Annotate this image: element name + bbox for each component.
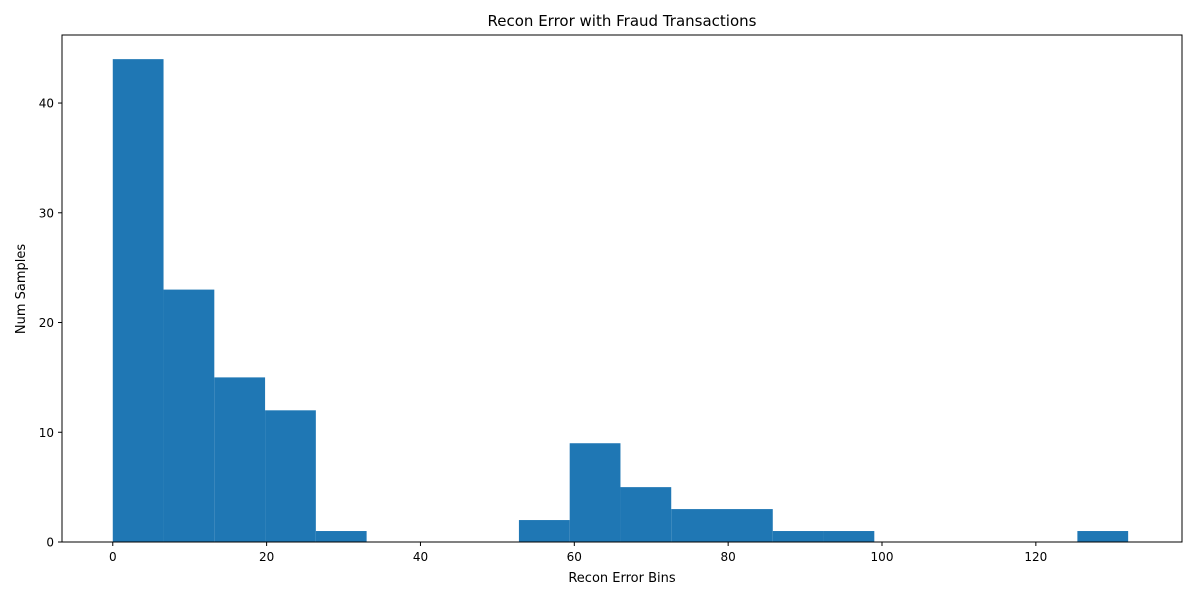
y-axis-ticks: 0 10 20 30 40 — [39, 97, 62, 550]
plot-frame — [61, 34, 1183, 543]
x-tick-label-0: 0 — [109, 550, 117, 564]
histogram-bar-8 — [518, 520, 570, 542]
y-tick-label-3: 30 — [39, 206, 54, 220]
histogram-bars — [112, 59, 1129, 543]
x-tick-label-2: 40 — [413, 550, 428, 564]
histogram-bar-2 — [214, 377, 266, 542]
histogram-bar-3 — [265, 410, 316, 542]
x-tick-label-4: 80 — [721, 550, 736, 564]
histogram-bar-13 — [772, 531, 824, 542]
histogram-bar-0 — [112, 59, 164, 543]
histogram-bar-10 — [620, 487, 672, 542]
histogram-bar-1 — [163, 289, 215, 542]
x-axis-label: Recon Error Bins — [568, 571, 676, 586]
chart-title: Recon Error with Fraud Transactions — [488, 12, 757, 30]
y-tick-label-1: 10 — [39, 426, 54, 440]
x-tick-label-1: 20 — [259, 550, 274, 564]
histogram-bar-12 — [722, 509, 773, 542]
y-tick-label-0: 0 — [46, 536, 54, 550]
x-tick-label-5: 100 — [871, 550, 894, 564]
histogram-bar-11 — [671, 509, 722, 542]
x-tick-label-3: 60 — [567, 550, 582, 564]
x-axis-ticks: 0 20 40 60 80 100 120 — [109, 542, 1047, 564]
y-axis-label: Num Samples — [14, 244, 29, 335]
histogram-bar-14 — [823, 531, 875, 542]
x-tick-label-6: 120 — [1024, 550, 1047, 564]
y-tick-label-4: 40 — [39, 97, 54, 111]
histogram-bar-9 — [569, 443, 621, 542]
histogram-bar-19 — [1077, 531, 1129, 542]
histogram-bar-4 — [315, 531, 367, 542]
y-tick-label-2: 20 — [39, 316, 54, 330]
